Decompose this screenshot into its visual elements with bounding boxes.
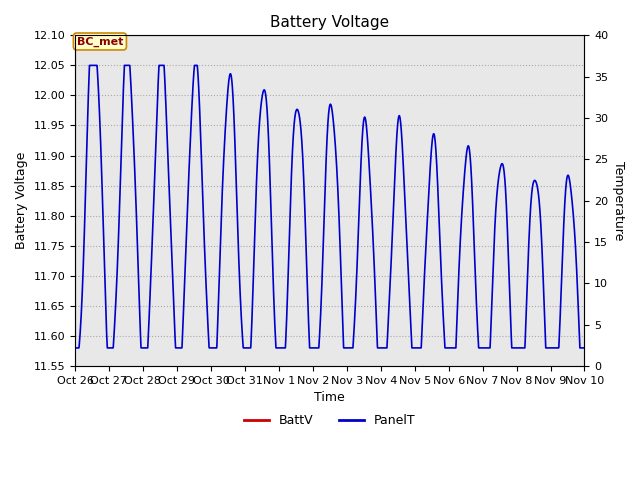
Text: BC_met: BC_met: [77, 36, 123, 47]
Y-axis label: Battery Voltage: Battery Voltage: [15, 152, 28, 249]
Legend: BattV, PanelT: BattV, PanelT: [239, 409, 420, 432]
Title: Battery Voltage: Battery Voltage: [270, 15, 389, 30]
Y-axis label: Temperature: Temperature: [612, 161, 625, 240]
X-axis label: Time: Time: [314, 391, 345, 404]
